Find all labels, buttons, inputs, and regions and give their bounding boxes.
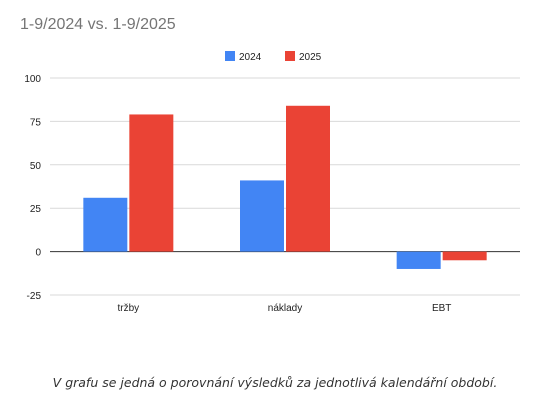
legend-swatch-2024	[225, 51, 235, 61]
bar-2024-1	[240, 180, 284, 252]
x-tick-label: EBT	[432, 303, 451, 314]
legend-swatch-2025	[285, 51, 295, 61]
legend-label: 2024	[239, 52, 262, 63]
chart-caption: V grafu se jedná o porovnání výsledků za…	[52, 375, 498, 390]
y-tick-label: 50	[30, 161, 42, 172]
bar-chart: 100 75 50 25 0 -25 tržby náklady EBT 2024 2025	[24, 51, 520, 314]
x-tick-label: náklady	[268, 303, 302, 314]
y-tick-label: 100	[24, 74, 41, 85]
chart-title: 1-9/2024 vs. 1-9/2025	[20, 16, 176, 33]
bar-2025-0	[129, 114, 174, 252]
x-tick-label: tržby	[117, 303, 139, 314]
legend-label: 2025	[299, 52, 322, 63]
y-tick-label: -25	[27, 291, 42, 302]
y-tick-label: 0	[35, 248, 41, 259]
bar-2024-0	[83, 197, 128, 252]
bar-2025-1	[286, 105, 330, 252]
bar-2025-2	[442, 251, 487, 261]
y-tick-label: 25	[30, 204, 42, 215]
bar-2024-2	[396, 251, 441, 269]
y-tick-label: 75	[30, 117, 42, 128]
